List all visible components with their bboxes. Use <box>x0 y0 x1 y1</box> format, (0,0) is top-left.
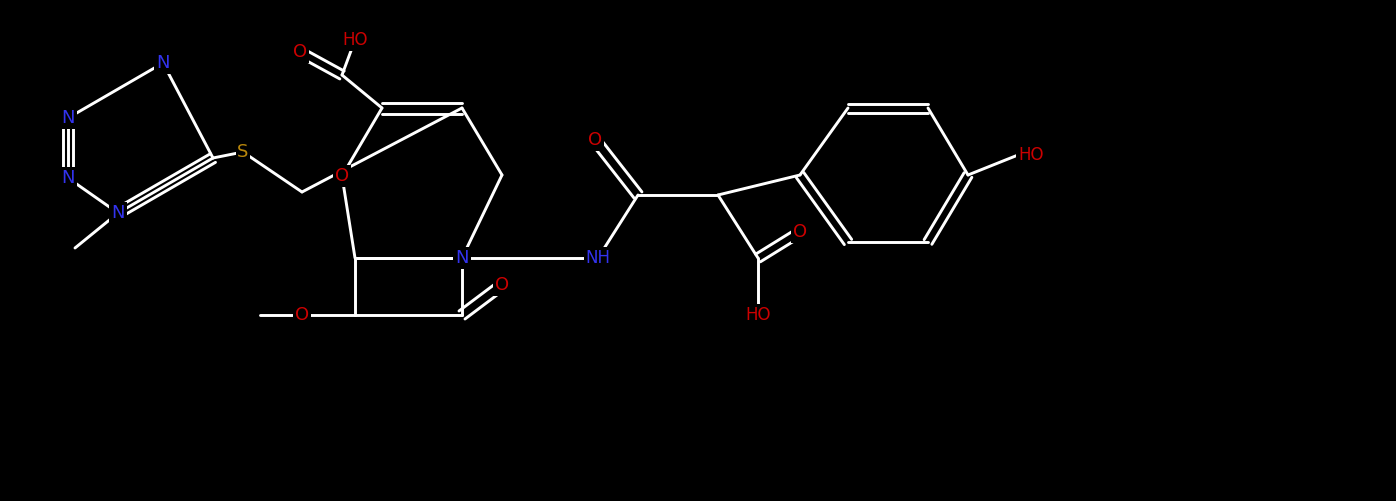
Text: O: O <box>335 167 349 185</box>
Text: N: N <box>61 169 75 187</box>
Text: N: N <box>61 109 75 127</box>
Text: N: N <box>455 249 469 267</box>
Text: HO: HO <box>342 31 367 49</box>
Text: O: O <box>295 306 309 324</box>
Text: N: N <box>156 54 170 72</box>
Text: O: O <box>793 223 807 241</box>
Text: NH: NH <box>585 249 610 267</box>
Text: N: N <box>112 204 124 222</box>
Text: S: S <box>237 143 248 161</box>
Text: O: O <box>588 131 602 149</box>
Text: HO: HO <box>1018 146 1043 164</box>
Text: O: O <box>496 276 510 294</box>
Text: O: O <box>293 43 307 61</box>
Text: HO: HO <box>745 306 771 324</box>
